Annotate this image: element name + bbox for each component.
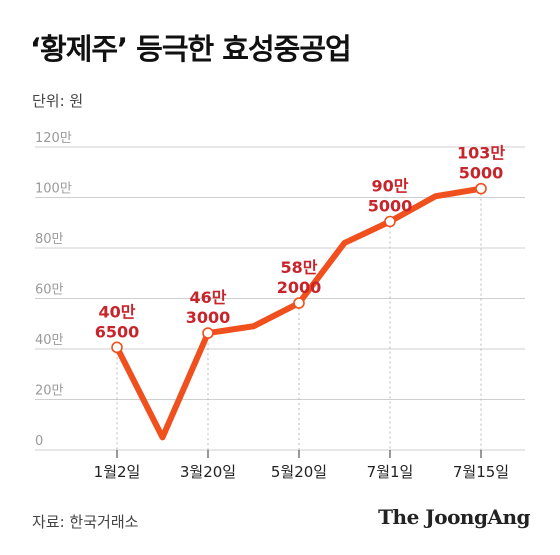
data-label-bottom-3: 5000 [368,196,413,215]
data-point-marker-3 [384,215,396,228]
x-tick-label-1: 3월20일 [180,463,236,481]
x-tick-label-0: 1월2일 [94,463,141,481]
data-label-top-0: 40만 [99,302,136,321]
data-label-top-3: 90만 [372,176,409,195]
data-point-marker-1 [202,327,214,339]
data-label-top-2: 58만 [281,258,318,277]
series-line [114,185,484,441]
y-tick-label-0: 0 [35,434,43,449]
brand-logo: The JoongAng [378,505,530,529]
unit-label: 단위: 원 [32,92,84,110]
data-label-bottom-1: 3000 [186,308,231,327]
y-tick-label-3: 60만 [35,283,64,298]
y-tick-label-4: 80만 [35,232,64,247]
y-tick-label-5: 100만 [35,182,72,197]
data-label-top-4: 103만 [457,144,505,163]
chart-title: ‘황제주’ 등극한 효성중공업 [30,32,352,66]
data-label-bottom-2: 2000 [277,278,322,297]
data-point-marker-4 [475,182,487,195]
x-tick-label-2: 5월20일 [271,463,327,481]
data-point-marker-0 [111,341,123,354]
data-label-bottom-0: 6500 [95,322,140,341]
y-tick-label-1: 20만 [35,384,64,399]
x-tick-label-4: 7월15일 [453,463,509,481]
y-tick-label-2: 40만 [35,333,64,348]
x-tick-label-3: 7월1일 [367,463,414,481]
y-tick-label-6: 120만 [35,131,72,146]
data-label-bottom-4: 5000 [459,164,504,183]
data-point-marker-2 [293,297,305,309]
data-label-top-1: 46만 [190,288,227,307]
source-label: 자료: 한국거래소 [32,513,139,531]
